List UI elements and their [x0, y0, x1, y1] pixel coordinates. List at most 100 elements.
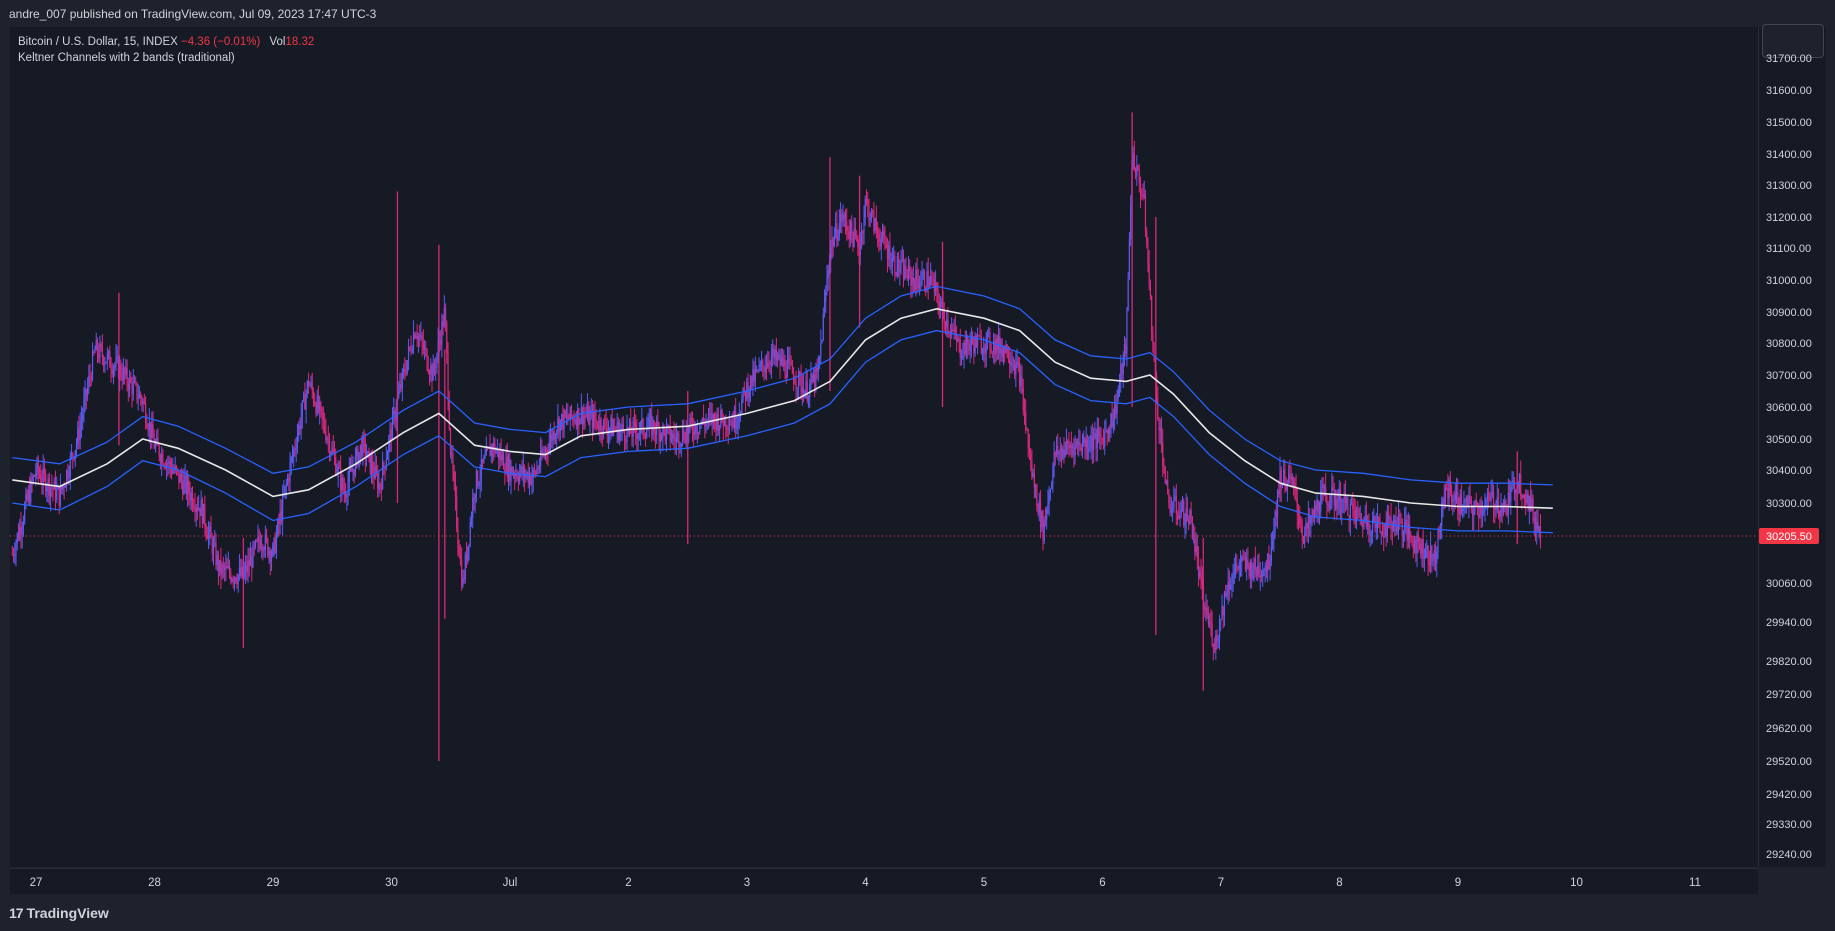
price-scale[interactable] — [1758, 27, 1826, 867]
candle-body — [1299, 516, 1301, 525]
candle-body — [37, 461, 39, 473]
candle-body — [559, 419, 561, 433]
candle-body — [1197, 557, 1200, 577]
candle-body — [1538, 526, 1540, 533]
candle-body — [178, 469, 180, 483]
candle-body — [1241, 556, 1243, 563]
candle-body — [300, 416, 302, 430]
candle-body — [1363, 520, 1365, 528]
candle-body — [1520, 474, 1522, 496]
candle-body — [1036, 485, 1038, 506]
candle-body — [1318, 511, 1321, 513]
candle-body — [304, 393, 306, 410]
x-tick-label: 9 — [1455, 877, 1461, 889]
candle-body — [796, 387, 798, 389]
candle-body — [718, 425, 721, 431]
symbol-description: Bitcoin / U.S. Dollar, 15, INDEX — [18, 36, 178, 48]
candle-body — [957, 338, 959, 342]
candle-body — [130, 377, 132, 383]
candle-body — [1344, 492, 1347, 504]
candle-body — [146, 422, 148, 428]
candle-body — [209, 526, 211, 532]
candle-body — [599, 419, 601, 431]
candle-body — [256, 540, 258, 542]
candle-body — [1185, 508, 1187, 524]
candle-body — [1094, 432, 1096, 439]
candle-body — [884, 236, 886, 245]
candle-body — [551, 434, 553, 442]
y-tick-label: 31000.00 — [1766, 275, 1812, 287]
candle-body — [128, 377, 131, 390]
candle-body — [1479, 505, 1481, 519]
candle-body — [853, 228, 855, 247]
candle-body — [896, 255, 898, 276]
candle-body — [817, 365, 819, 372]
candle-body — [49, 487, 52, 497]
y-tick-label: 31700.00 — [1766, 53, 1812, 65]
candle-body — [667, 425, 669, 428]
candle-body — [826, 277, 828, 293]
indicator-legend-row[interactable]: Keltner Channels with 2 bands (tradition… — [18, 50, 314, 66]
candle-body — [1288, 473, 1290, 484]
candle-body — [1062, 449, 1064, 458]
candle-body — [188, 480, 190, 494]
candle-body — [20, 526, 22, 535]
candle-body — [363, 436, 365, 442]
candle-body — [377, 473, 379, 490]
candle-body — [104, 362, 106, 366]
symbol-legend-row[interactable]: Bitcoin / U.S. Dollar, 15, INDEX −4.36 (… — [18, 34, 314, 50]
candle-body — [1273, 532, 1275, 541]
candle-body — [822, 314, 824, 340]
candle-body — [1378, 517, 1380, 524]
candle-body — [279, 510, 281, 524]
candle-body — [1437, 529, 1439, 553]
candle-body — [967, 335, 969, 345]
candle-body — [1168, 493, 1170, 504]
candle-body — [1384, 524, 1386, 538]
candle-body — [1420, 544, 1422, 554]
candle-body — [1280, 470, 1282, 488]
candle-body — [246, 565, 248, 573]
candle-body — [406, 360, 408, 374]
candle-body — [165, 462, 168, 468]
candle-body — [45, 473, 47, 492]
candle-body — [421, 335, 423, 343]
time-scale[interactable] — [10, 868, 1758, 895]
candle-body — [98, 353, 100, 359]
candle-body — [486, 448, 489, 450]
candle-body — [678, 433, 680, 447]
x-tick-label: 30 — [385, 877, 398, 889]
candle-body — [772, 348, 774, 356]
candle-body — [1526, 493, 1528, 503]
candle-body — [1084, 437, 1086, 447]
candle-body — [226, 566, 228, 568]
candle-body — [1334, 499, 1337, 506]
candle-body — [737, 417, 739, 426]
candle-body — [1283, 469, 1285, 484]
chart-pane[interactable] — [10, 27, 1758, 867]
candle-body — [194, 507, 196, 512]
candle-body — [760, 360, 763, 365]
candle-body — [511, 466, 513, 476]
candle-body — [889, 245, 891, 266]
candle-body — [1030, 453, 1032, 460]
candle-body — [1175, 496, 1177, 513]
candle-body — [875, 218, 877, 230]
scale-settings-button[interactable] — [1762, 24, 1824, 58]
candle-body — [401, 371, 403, 388]
candle-body — [1018, 365, 1021, 387]
candle-body — [1074, 441, 1076, 456]
tradingview-logo[interactable]: 17 TradingView — [9, 905, 109, 921]
candle-body — [825, 292, 827, 302]
candle-body — [1442, 498, 1444, 503]
candle-body — [962, 355, 964, 358]
candle-body — [515, 473, 517, 477]
candle-body — [802, 387, 805, 398]
candle-body — [907, 265, 910, 280]
candle-body — [317, 395, 320, 411]
candle-body — [780, 356, 782, 365]
candle-body — [899, 268, 901, 272]
candle-body — [1313, 504, 1316, 518]
candle-body — [420, 335, 422, 338]
